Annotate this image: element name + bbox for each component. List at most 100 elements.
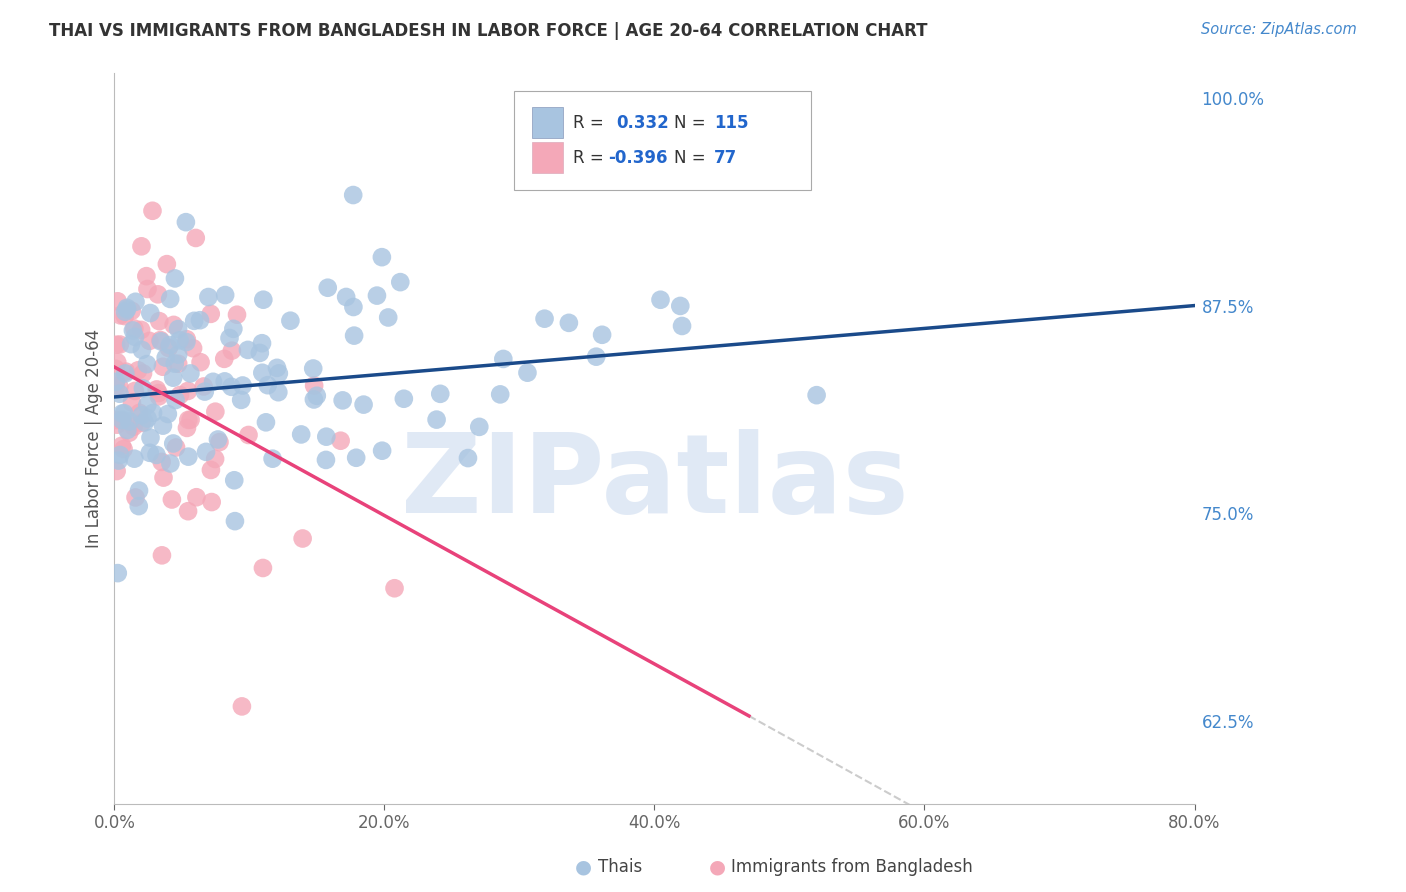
Point bbox=[167, 348, 190, 362]
Point bbox=[118, 415, 141, 429]
Text: 0.332: 0.332 bbox=[617, 113, 669, 132]
Point bbox=[169, 333, 191, 347]
Point bbox=[177, 413, 200, 427]
Point bbox=[159, 292, 181, 306]
Point bbox=[115, 301, 138, 315]
Point bbox=[121, 303, 143, 318]
Point bbox=[224, 514, 246, 528]
Point bbox=[107, 294, 129, 309]
Point bbox=[105, 464, 128, 478]
Point bbox=[181, 341, 204, 355]
Point bbox=[222, 322, 245, 336]
Text: ●: ● bbox=[575, 857, 592, 877]
Point bbox=[131, 416, 153, 430]
Point bbox=[305, 389, 328, 403]
Point bbox=[162, 436, 184, 450]
Point bbox=[342, 300, 364, 314]
Point bbox=[315, 453, 337, 467]
Point bbox=[145, 383, 167, 397]
Point bbox=[231, 699, 253, 714]
Point bbox=[200, 307, 222, 321]
Bar bbox=[533, 143, 562, 173]
Point bbox=[389, 275, 412, 289]
Point bbox=[159, 338, 181, 352]
Point bbox=[226, 308, 249, 322]
Text: Immigrants from Bangladesh: Immigrants from Bangladesh bbox=[731, 858, 973, 876]
Text: THAI VS IMMIGRANTS FROM BANGLADESH IN LABOR FORCE | AGE 20-64 CORRELATION CHART: THAI VS IMMIGRANTS FROM BANGLADESH IN LA… bbox=[49, 22, 928, 40]
Point bbox=[159, 457, 181, 471]
Point bbox=[174, 215, 197, 229]
Point bbox=[371, 250, 394, 264]
Point bbox=[162, 370, 184, 384]
Point bbox=[111, 413, 134, 427]
Point bbox=[266, 360, 288, 375]
Point bbox=[208, 435, 231, 450]
Point bbox=[533, 311, 555, 326]
Point bbox=[122, 323, 145, 337]
Text: 77: 77 bbox=[714, 149, 737, 167]
Point bbox=[254, 415, 277, 429]
Point bbox=[262, 451, 284, 466]
Point bbox=[108, 337, 131, 351]
Point bbox=[267, 385, 290, 400]
Point bbox=[124, 491, 146, 505]
Point bbox=[156, 407, 179, 421]
Point bbox=[120, 337, 142, 351]
Point bbox=[236, 343, 259, 357]
Point bbox=[110, 309, 132, 323]
Point bbox=[131, 408, 153, 422]
Text: N =: N = bbox=[673, 149, 706, 167]
Point bbox=[457, 451, 479, 466]
Point bbox=[183, 314, 205, 328]
Point bbox=[426, 412, 449, 426]
Point bbox=[344, 450, 367, 465]
Point bbox=[139, 446, 162, 460]
Point bbox=[142, 406, 165, 420]
Point bbox=[329, 434, 352, 448]
Point bbox=[122, 419, 145, 434]
Point bbox=[124, 451, 146, 466]
Point bbox=[188, 313, 211, 327]
Point bbox=[204, 452, 226, 467]
Point bbox=[252, 293, 274, 307]
Point bbox=[155, 351, 177, 365]
Point bbox=[138, 334, 160, 348]
Point bbox=[136, 411, 159, 425]
Point bbox=[201, 495, 224, 509]
Point bbox=[218, 331, 240, 345]
Point bbox=[135, 269, 157, 284]
Point bbox=[118, 425, 141, 440]
Point bbox=[150, 455, 173, 469]
Point bbox=[114, 309, 136, 323]
Point bbox=[335, 290, 357, 304]
Point bbox=[115, 365, 138, 379]
Point bbox=[104, 375, 127, 389]
Point bbox=[179, 367, 201, 381]
Point bbox=[558, 316, 581, 330]
Point bbox=[489, 387, 512, 401]
Point bbox=[316, 281, 339, 295]
Point bbox=[141, 203, 163, 218]
Point bbox=[231, 392, 253, 407]
Point bbox=[342, 188, 364, 202]
Point bbox=[249, 346, 271, 360]
Point bbox=[124, 330, 146, 344]
Point bbox=[105, 413, 128, 427]
Point bbox=[214, 375, 236, 389]
Point bbox=[129, 323, 152, 337]
Point bbox=[163, 271, 186, 285]
Point bbox=[152, 418, 174, 433]
Point bbox=[371, 443, 394, 458]
Point bbox=[156, 257, 179, 271]
Point bbox=[291, 532, 314, 546]
Point bbox=[429, 387, 451, 401]
Point bbox=[146, 287, 169, 301]
Text: N =: N = bbox=[673, 113, 706, 132]
Point bbox=[190, 355, 212, 369]
Point bbox=[202, 375, 225, 389]
Point bbox=[124, 294, 146, 309]
Point bbox=[128, 499, 150, 513]
Point bbox=[377, 310, 399, 325]
Point bbox=[806, 388, 828, 402]
Point bbox=[131, 239, 153, 253]
